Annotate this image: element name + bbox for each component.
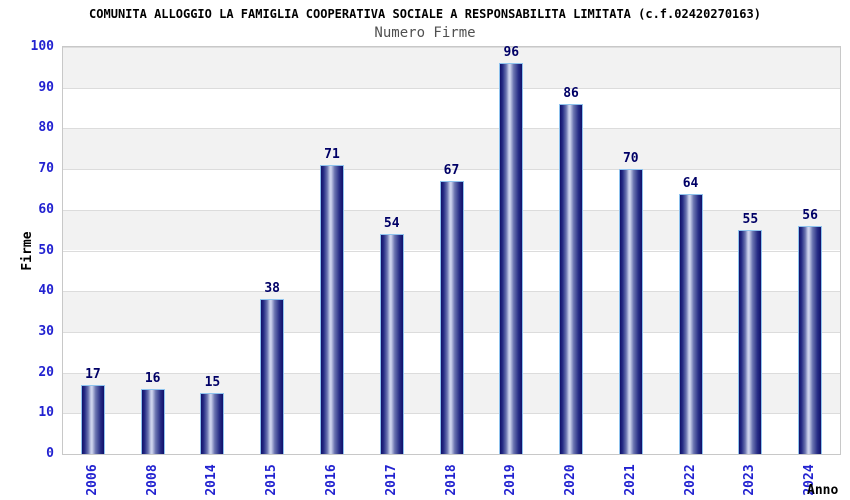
bar-value-label: 17 bbox=[85, 366, 101, 382]
x-tick-label: 2018 bbox=[443, 464, 459, 496]
bar bbox=[559, 103, 584, 454]
bar-value-label: 86 bbox=[563, 85, 579, 101]
bar bbox=[319, 165, 344, 454]
x-tick-label: 2014 bbox=[204, 464, 220, 496]
bar bbox=[80, 384, 105, 454]
x-tick-label: 2016 bbox=[323, 464, 339, 496]
gridline bbox=[63, 128, 840, 130]
bar bbox=[439, 181, 464, 454]
y-tick-label: 100 bbox=[30, 39, 54, 54]
x-tick-label: 2019 bbox=[503, 464, 519, 496]
bar bbox=[260, 299, 285, 454]
background-band bbox=[63, 47, 840, 88]
bar bbox=[200, 392, 225, 454]
bar-value-label: 38 bbox=[264, 281, 281, 297]
bar-value-label: 16 bbox=[144, 370, 161, 386]
bar bbox=[499, 63, 524, 454]
gridline bbox=[63, 169, 840, 171]
x-tick-label: 2008 bbox=[144, 464, 160, 496]
x-tick-label: 2023 bbox=[742, 464, 758, 496]
gridline bbox=[63, 47, 840, 48]
y-tick-label: 10 bbox=[38, 405, 54, 421]
bar bbox=[618, 169, 643, 454]
bar-value-label: 67 bbox=[443, 163, 460, 179]
y-tick-label: 80 bbox=[38, 120, 54, 136]
bar-value-label: 64 bbox=[682, 175, 699, 191]
bar-value-label: 54 bbox=[383, 216, 400, 232]
x-tick-label: 2015 bbox=[264, 464, 280, 496]
bar-value-label: 56 bbox=[802, 208, 818, 224]
y-axis-title: Firme bbox=[20, 231, 35, 271]
bar bbox=[738, 230, 763, 454]
background-band bbox=[63, 128, 840, 170]
bar-value-label: 70 bbox=[622, 151, 639, 167]
y-tick-label: 60 bbox=[38, 201, 54, 217]
plot-area: 17 16 15 38 71 54 67 96 86 70 64 55 56 bbox=[62, 45, 841, 455]
bar-value-label: 15 bbox=[204, 374, 221, 390]
bar-value-label: 55 bbox=[742, 212, 759, 228]
bar bbox=[798, 226, 823, 454]
y-tick-label: 20 bbox=[38, 364, 54, 380]
background-band bbox=[63, 87, 840, 129]
x-tick-label: 2017 bbox=[383, 464, 399, 496]
y-tick-label: 90 bbox=[38, 79, 54, 95]
bar-value-label: 96 bbox=[503, 45, 520, 61]
bar bbox=[140, 388, 165, 454]
x-tick-label: 2022 bbox=[682, 464, 698, 496]
y-tick-label: 50 bbox=[38, 242, 54, 258]
y-tick-label: 0 bbox=[46, 446, 54, 461]
bar-value-label: 71 bbox=[324, 147, 340, 163]
y-tick-label: 70 bbox=[38, 161, 54, 177]
chart-title: COMUNITA ALLOGGIO LA FAMIGLIA COOPERATIV… bbox=[89, 7, 761, 21]
x-tick-label: 2021 bbox=[622, 464, 638, 496]
x-axis-title: Anno bbox=[807, 483, 839, 498]
y-tick-label: 40 bbox=[38, 283, 54, 299]
bar bbox=[678, 193, 703, 454]
y-tick-label: 30 bbox=[38, 323, 54, 339]
x-tick-label: 2006 bbox=[84, 464, 100, 496]
x-tick-label: 2020 bbox=[563, 464, 579, 496]
bar bbox=[379, 234, 404, 454]
chart-subtitle: Numero Firme bbox=[374, 25, 476, 41]
gridline bbox=[63, 87, 840, 89]
